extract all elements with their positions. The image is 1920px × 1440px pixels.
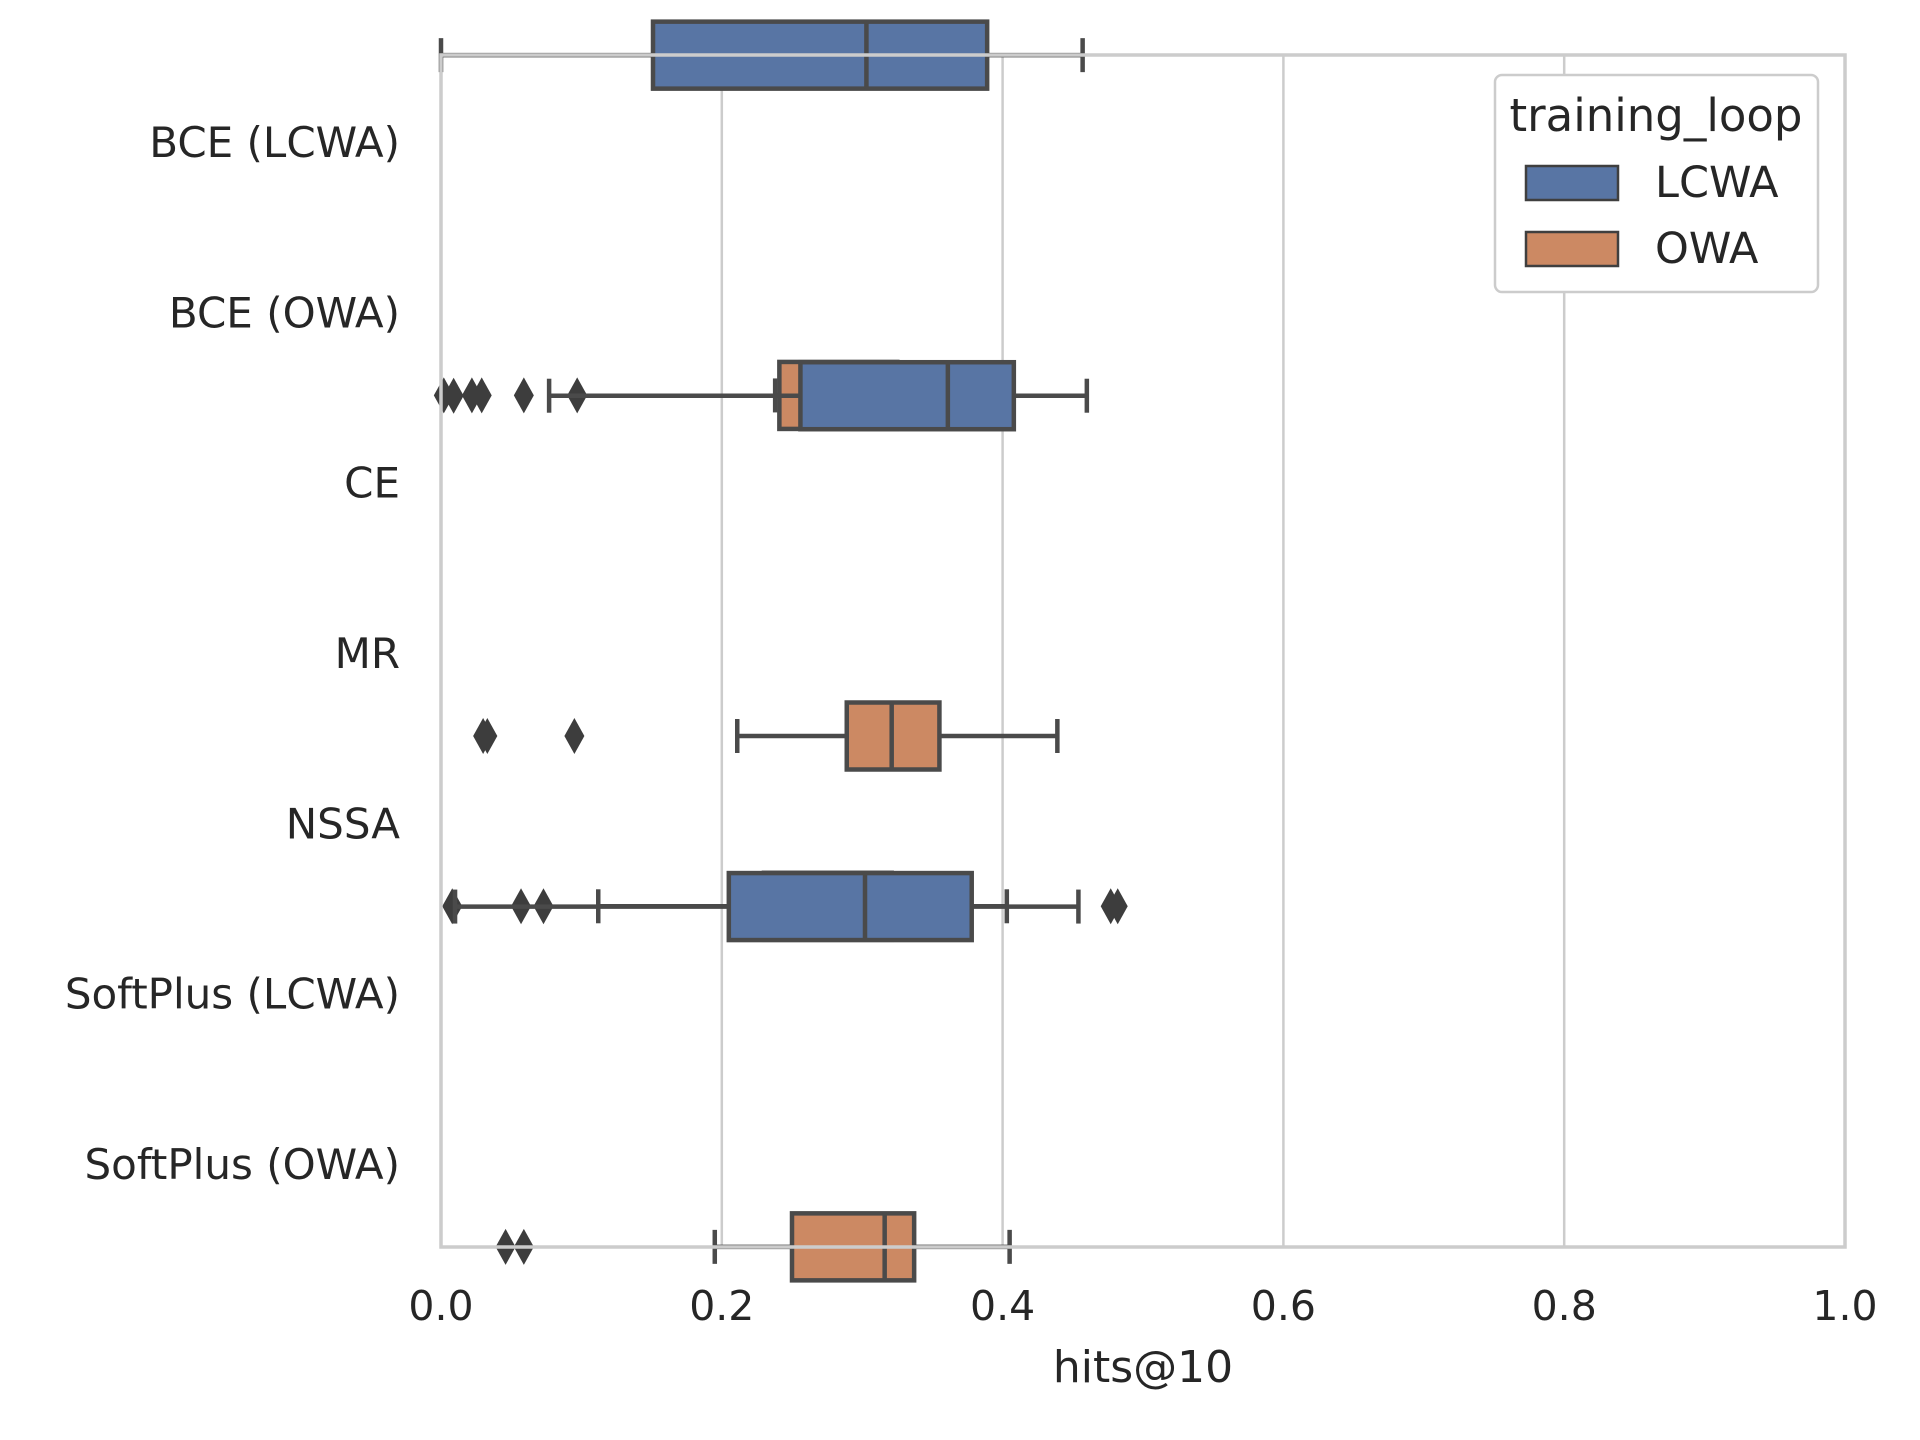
legend-label-lcwa: LCWA (1655, 158, 1779, 208)
y-category-label: BCE (OWA) (169, 288, 400, 337)
outlier-point (477, 718, 498, 754)
legend: training_loop LCWA OWA (1493, 73, 1820, 294)
outlier-point (564, 718, 585, 754)
x-tick-label: 0.2 (689, 1282, 754, 1330)
y-category-label: CE (344, 459, 400, 508)
y-category-label: NSSA (286, 799, 401, 848)
box-mr (473, 700, 1060, 772)
x-tick-label: 0.4 (970, 1282, 1035, 1330)
y-category-label: MR (335, 629, 400, 678)
y-category-labels: BCE (LCWA) BCE (OWA) CE MR NSSA SoftPlus (LCW… (65, 118, 400, 1189)
box-ce (443, 359, 1090, 432)
legend-label-owa: OWA (1655, 224, 1759, 274)
x-tick-label: 0.0 (408, 1282, 473, 1330)
x-tick-labels: 0.0 0.2 0.4 0.6 0.8 1.0 (408, 1282, 1877, 1330)
x-tick-label: 0.8 (1532, 1282, 1597, 1330)
legend-swatch-owa (1524, 230, 1620, 268)
legend-swatch-lcwa (1524, 164, 1620, 202)
y-category-label: SoftPlus (OWA) (84, 1140, 400, 1189)
x-axis-label: hits@10 (1053, 1342, 1233, 1393)
outlier-point (513, 377, 534, 414)
plot-frame (439, 53, 1847, 1249)
outlier-point (443, 377, 464, 414)
box-iqr (798, 359, 1017, 432)
legend-title: training_loop (1510, 89, 1803, 142)
y-category-label: SoftPlus (LCWA) (65, 970, 400, 1019)
outlier-point (471, 377, 492, 414)
box-iqr (726, 870, 974, 943)
x-tick-label: 1.0 (1812, 1282, 1877, 1330)
outlier-point (1107, 888, 1128, 925)
x-tick-label: 0.6 (1251, 1282, 1316, 1330)
box-softplus-lcwa (452, 870, 1081, 943)
y-category-label: BCE (LCWA) (149, 118, 400, 167)
